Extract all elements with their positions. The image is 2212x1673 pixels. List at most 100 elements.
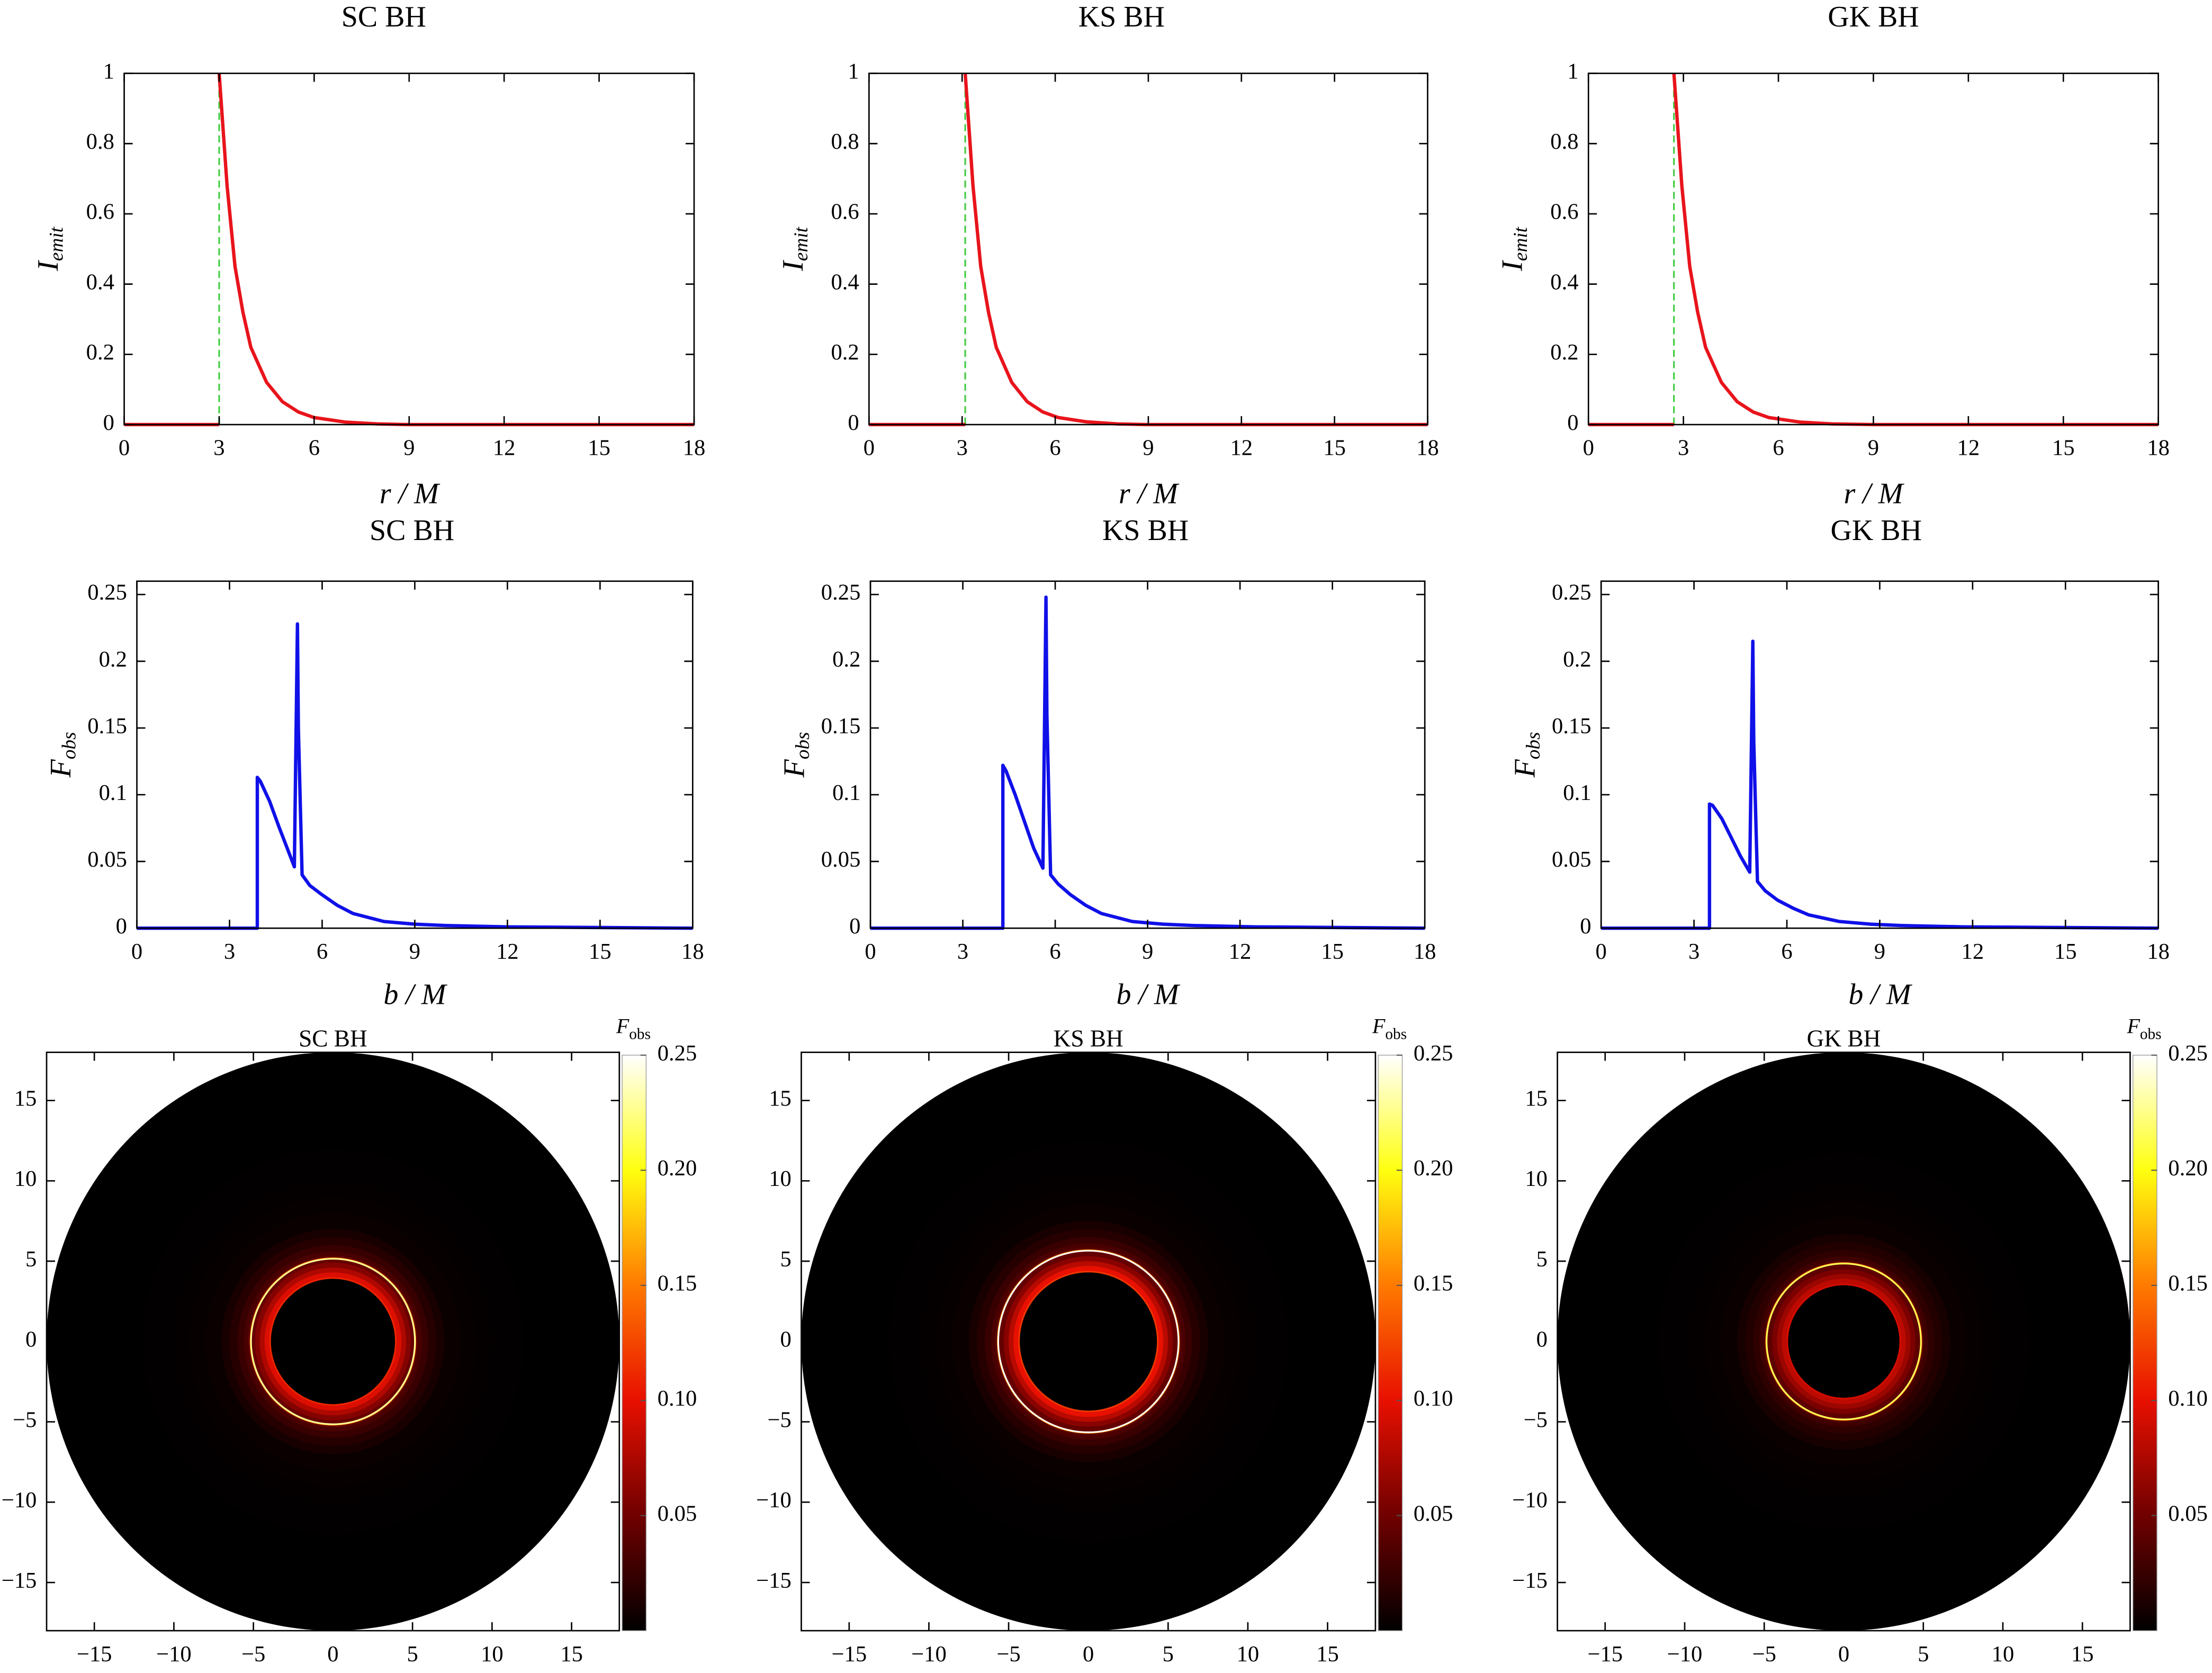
chart-title: GK BH — [1807, 1026, 1881, 1052]
x-tick-label: 15 — [2071, 1642, 2094, 1667]
x-tick-label: 12 — [1957, 436, 1980, 461]
x-tick-label: 0 — [119, 436, 130, 461]
y-tick-label: 0 — [116, 914, 127, 939]
y-tick-label: 5 — [780, 1247, 792, 1272]
y-tick-label: 1 — [103, 59, 114, 84]
x-axis-label: r / M — [1119, 478, 1180, 510]
x-tick-label: 9 — [1142, 939, 1153, 964]
x-tick-label: 0 — [1583, 436, 1594, 461]
y-axis-label-main: F — [778, 759, 811, 778]
y-tick-label: −10 — [1512, 1488, 1548, 1513]
chart-title: SC BH — [299, 1026, 367, 1052]
x-tick-label: 0 — [864, 436, 875, 461]
x-tick-label: −5 — [241, 1642, 265, 1667]
colorbar-tick-label: 0.25 — [1414, 1041, 1453, 1066]
y-tick-label: 0 — [1536, 1327, 1548, 1352]
y-tick-label: 0 — [25, 1327, 37, 1352]
y-tick-label: 0.15 — [87, 714, 127, 739]
x-tick-label: 6 — [309, 436, 320, 461]
x-tick-label: 18 — [681, 939, 704, 964]
colorbar-label: Fobs — [1372, 1014, 1407, 1043]
y-tick-label: 0 — [849, 914, 860, 939]
y-tick-label: −15 — [756, 1568, 792, 1593]
y-tick-label: 0.05 — [821, 847, 861, 872]
y-axis-label: Fobs — [778, 732, 813, 778]
x-tick-label: 15 — [1316, 1642, 1339, 1667]
x-tick-label: 3 — [213, 436, 224, 461]
y-tick-label: 15 — [14, 1086, 37, 1111]
y-tick-label: 1 — [848, 59, 859, 84]
colorbar-tick-label: 0.05 — [658, 1501, 697, 1526]
y-axis-label: Iemit — [777, 226, 812, 271]
image-ring — [1788, 1285, 1900, 1398]
y-tick-label: 0.05 — [1552, 847, 1591, 872]
y-tick-label: 0.8 — [86, 129, 114, 154]
y-tick-label: 0.25 — [1552, 580, 1591, 605]
image-ring — [271, 1279, 395, 1405]
y-tick-label: −10 — [2, 1488, 37, 1513]
x-tick-label: 3 — [1678, 436, 1689, 461]
colorbar-tick-label: 0.20 — [2168, 1156, 2208, 1181]
x-tick-label: 15 — [1323, 436, 1346, 461]
x-tick-label: 9 — [1143, 436, 1154, 461]
y-tick-label: 10 — [1525, 1166, 1548, 1191]
y-tick-label: 0.4 — [831, 269, 859, 294]
y-tick-label: 0.2 — [86, 340, 114, 365]
y-tick-label: 0.2 — [831, 340, 859, 365]
y-axis-label-sub: obs — [792, 732, 813, 759]
y-axis-label-main: F — [1509, 759, 1542, 778]
x-tick-label: 5 — [1163, 1642, 1174, 1667]
y-tick-label: 0.6 — [831, 200, 859, 224]
x-tick-label: 5 — [407, 1642, 418, 1667]
colorbar-tick-label: 0.20 — [658, 1156, 697, 1181]
colorbar-tick-label: 0.10 — [2168, 1386, 2208, 1411]
x-tick-label: 15 — [1321, 939, 1344, 964]
y-tick-label: 0.8 — [1550, 129, 1578, 154]
x-tick-label: 6 — [1781, 939, 1792, 964]
x-tick-label: 3 — [1688, 939, 1700, 964]
x-tick-label: 0 — [131, 939, 142, 964]
colorbar-tick-label: 0.05 — [2168, 1501, 2208, 1526]
colorbar-label-sub: obs — [2140, 1026, 2162, 1042]
y-axis-label-sub: emit — [46, 226, 67, 261]
x-axis-label: b / M — [1848, 978, 1912, 1011]
y-tick-label: 0 — [848, 410, 859, 435]
y-tick-label: 0.6 — [1550, 200, 1578, 224]
chart-title: SC BH — [370, 514, 454, 547]
x-tick-label: −10 — [911, 1642, 947, 1667]
y-axis-label-main: F — [44, 759, 77, 778]
y-axis-label: Fobs — [44, 732, 80, 778]
x-axis-label: r / M — [1844, 478, 1905, 510]
colorbar-label-sub: obs — [1385, 1026, 1407, 1042]
x-tick-label: 0 — [327, 1642, 338, 1667]
x-tick-label: 6 — [1049, 436, 1060, 461]
x-tick-label: 9 — [1874, 939, 1885, 964]
y-tick-label: 0.4 — [86, 269, 114, 294]
x-tick-label: −5 — [996, 1642, 1020, 1667]
y-tick-label: 0.05 — [87, 847, 127, 872]
x-tick-label: 6 — [1773, 436, 1784, 461]
y-tick-label: −5 — [13, 1407, 37, 1432]
image-ring — [1020, 1272, 1157, 1411]
y-tick-label: −5 — [767, 1407, 791, 1432]
x-tick-label: 3 — [224, 939, 235, 964]
colorbar — [622, 1055, 647, 1631]
y-tick-label: 0.1 — [99, 780, 127, 805]
y-axis-label: Fobs — [1509, 732, 1544, 778]
data-line — [137, 622, 693, 930]
y-axis-label-main: I — [1496, 260, 1529, 272]
colorbar-tick-label: 0.10 — [1414, 1386, 1453, 1411]
y-tick-label: 10 — [14, 1166, 37, 1191]
chart-title: KS BH — [1054, 1026, 1123, 1052]
y-tick-label: 0.15 — [1552, 714, 1591, 739]
y-tick-label: 0.8 — [831, 129, 859, 154]
x-tick-label: −15 — [77, 1642, 112, 1667]
colorbar-tick-label: 0.15 — [2168, 1271, 2208, 1296]
x-tick-label: −15 — [832, 1642, 867, 1667]
x-tick-label: 12 — [1962, 939, 1984, 964]
x-tick-label: 15 — [589, 939, 612, 964]
y-tick-label: −10 — [756, 1488, 792, 1513]
y-tick-label: 0 — [780, 1327, 792, 1352]
y-tick-label: 0 — [1567, 410, 1578, 435]
y-tick-label: 0 — [103, 410, 114, 435]
